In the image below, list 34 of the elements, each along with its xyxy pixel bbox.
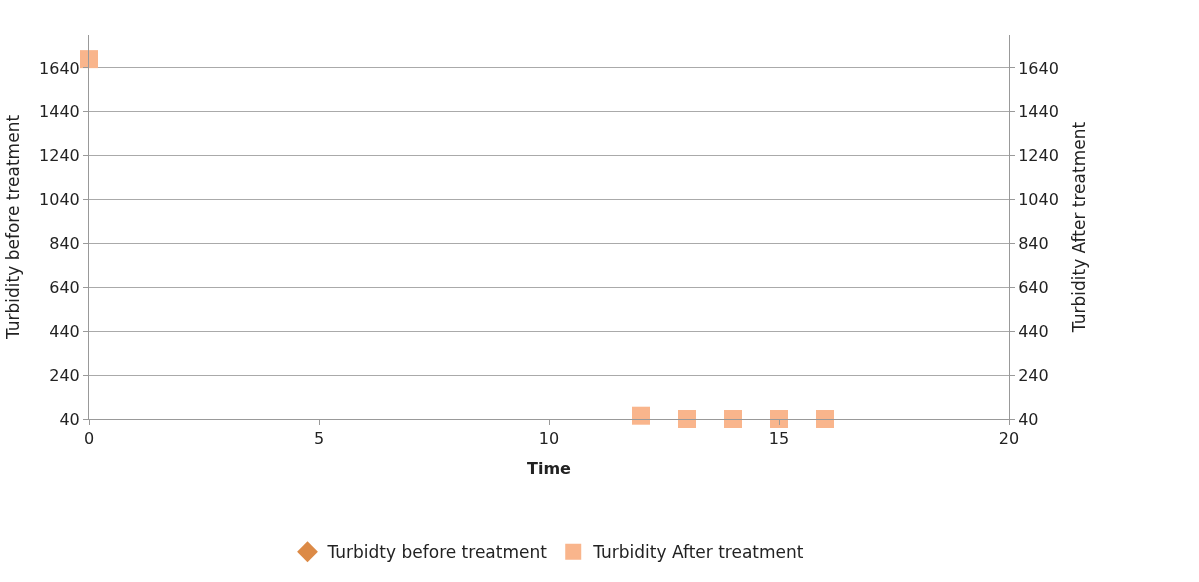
y-tick-label: 40: [59, 409, 80, 429]
y2-tick-label: 1240: [1018, 146, 1059, 166]
point: [80, 50, 98, 69]
point: [770, 410, 788, 428]
y2-tick-label: 1040: [1018, 190, 1059, 210]
x-tick-label: 15: [768, 429, 790, 449]
x-tick-label: 0: [83, 429, 95, 449]
x-tick-label: 10: [538, 429, 560, 449]
y2-tick-label: 640: [1018, 277, 1049, 297]
point: [678, 410, 696, 428]
y-tick-label: 440: [49, 321, 80, 341]
point: [724, 410, 742, 428]
x-axis-title: Time: [527, 458, 572, 478]
y-axis-title: Turbidity before treatment: [2, 114, 23, 341]
point: [816, 410, 834, 428]
y2-tick-label: 840: [1018, 234, 1049, 254]
y2-tick-label: 440: [1018, 321, 1049, 341]
y2-axis-title: Turbidity After treatment: [1069, 121, 1090, 334]
x-tick-label: 20: [998, 429, 1020, 449]
x-tick-label: 5: [313, 429, 325, 449]
legend-label: Turbidity After treatment: [592, 542, 804, 563]
y-tick-label: 840: [49, 234, 80, 254]
y2-tick-label: 1440: [1018, 102, 1059, 122]
y-tick-label: 640: [49, 277, 80, 297]
y-tick-label: 1040: [39, 190, 80, 210]
y-tick-label: 1440: [39, 102, 80, 122]
y-tick-label: 1240: [39, 146, 80, 166]
point: [632, 406, 650, 425]
y-tick-label: 1640: [39, 58, 80, 78]
y2-tick-label: 40: [1018, 409, 1039, 429]
y-tick-label: 240: [49, 365, 80, 385]
y2-tick-label: 240: [1018, 365, 1049, 385]
legend-label: Turbidty before treatment: [326, 542, 548, 563]
y2-tick-label: 1640: [1018, 58, 1059, 78]
